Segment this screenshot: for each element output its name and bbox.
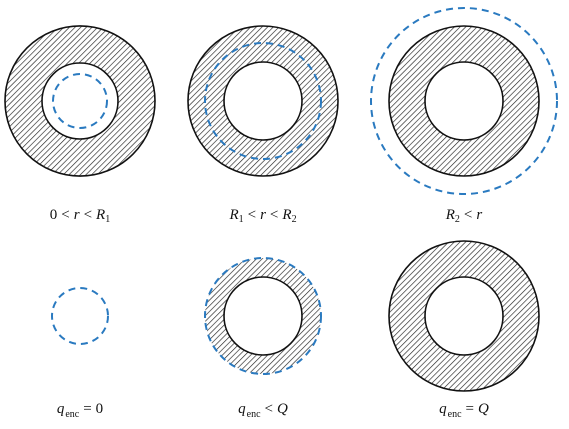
enclosed-charge-label-zero: qenc = 0: [0, 400, 175, 424]
region-label-outer: R2 < r: [369, 206, 559, 229]
outer-radius-subscript: 2: [291, 214, 297, 225]
charge-symbol: q: [56, 401, 65, 417]
inner-radius-symbol: R: [229, 207, 239, 223]
inner-radius-subscript: 1: [238, 214, 244, 225]
radius-variable: r: [73, 207, 80, 223]
gaussian-surface: [52, 73, 108, 129]
outer-radius-symbol: R: [282, 207, 292, 223]
shell-panel-outside-shell: [370, 7, 558, 195]
enclosed-charge-panel-full: [388, 240, 540, 392]
gaussian-surface: [204, 42, 322, 160]
gaussian-surface: [51, 287, 109, 345]
inner-radius-symbol: R: [96, 207, 106, 223]
relation-symbol: <: [463, 207, 473, 223]
relation-symbol: =: [465, 401, 474, 417]
shell-panel-inside-shell: [187, 25, 339, 177]
charged-shell: [187, 25, 339, 177]
enclosed-shell-portion: [205, 258, 321, 374]
relation-symbol: <: [269, 207, 279, 223]
relation-symbol: <: [264, 401, 273, 417]
relation-symbol: <: [61, 207, 70, 223]
charge-value: Q: [478, 401, 489, 417]
enclosed-subscript: enc: [447, 409, 462, 420]
enclosed-charge-panel-zero: [51, 287, 109, 345]
charge-symbol: q: [238, 401, 246, 417]
enclosed-charge-label-partial: qenc < Q: [168, 400, 358, 424]
relation-symbol: =: [83, 401, 92, 417]
cavity-boundary: [223, 276, 303, 356]
lower-bound: 0: [49, 207, 58, 223]
region-label-inner: 0 < r < R1: [0, 206, 175, 229]
outer-radius-subscript: 2: [454, 214, 460, 225]
radius-variable: r: [476, 207, 483, 223]
outer-radius-symbol: R: [445, 207, 455, 223]
enclosed-charge-label-full: qenc = Q: [369, 400, 559, 424]
relation-symbol: <: [247, 207, 257, 223]
radius-variable: r: [260, 207, 266, 223]
charged-shell: [4, 25, 156, 177]
gaussian-surface: [370, 7, 558, 195]
charge-value: 0: [95, 401, 104, 417]
shell-panel-inside-cavity: [4, 25, 156, 177]
enclosed-subscript: enc: [65, 409, 80, 420]
charge-value: Q: [277, 401, 288, 417]
inner-radius-subscript: 1: [105, 214, 111, 225]
charge-symbol: q: [439, 401, 447, 417]
region-label-middle: R1 < r < R2: [168, 206, 358, 229]
enclosed-charge-panel-partial: [204, 257, 322, 375]
relation-symbol: <: [83, 207, 93, 223]
gaussian-surface: [204, 257, 322, 375]
charged-shell: [388, 25, 540, 177]
enclosed-subscript: enc: [246, 409, 261, 420]
charged-shell: [388, 240, 540, 392]
